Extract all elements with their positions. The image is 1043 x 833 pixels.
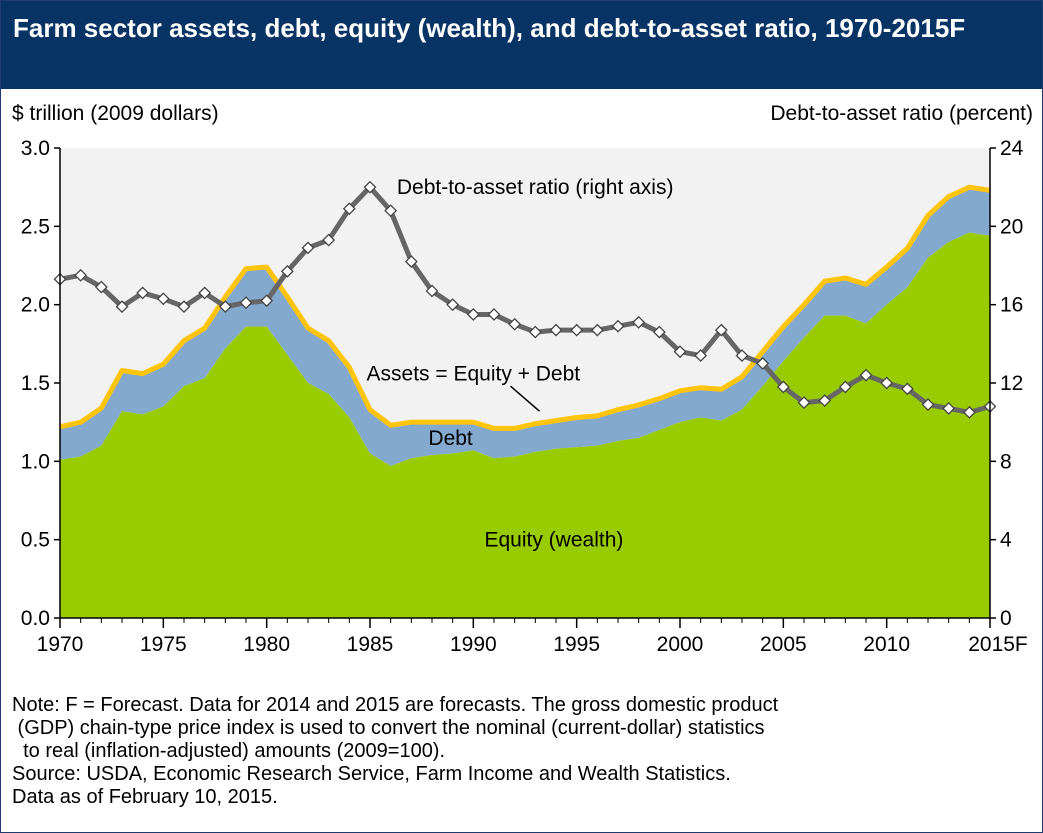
x-tick-label: 2005 bbox=[760, 633, 807, 656]
right-axis-label: Debt-to-asset ratio (percent) bbox=[770, 102, 1033, 125]
note-block: Note: F = Forecast. Data for 2014 and 20… bbox=[12, 694, 1032, 809]
ratio-point bbox=[838, 380, 852, 394]
ratio-annotation: Debt-to-asset ratio (right axis) bbox=[397, 176, 674, 199]
ratio-point bbox=[508, 317, 522, 331]
ratio-point bbox=[301, 241, 315, 255]
ratio-line bbox=[59, 184, 991, 415]
note-line: Note: F = Forecast. Data for 2014 and 20… bbox=[12, 694, 779, 716]
ratio-point bbox=[280, 264, 294, 278]
right-tick-label: 8 bbox=[1000, 450, 1012, 473]
ratio-point bbox=[487, 308, 501, 321]
ratio-point bbox=[756, 356, 770, 370]
ratio-point bbox=[528, 325, 542, 339]
ratio-point bbox=[797, 396, 811, 410]
left-tick-label: 1.5 bbox=[21, 372, 50, 395]
ratio-point bbox=[446, 298, 460, 312]
left-tick-label: 1.0 bbox=[21, 450, 50, 473]
ratio-point bbox=[94, 280, 108, 294]
left-tick-label: 0.0 bbox=[21, 607, 50, 630]
assets-line bbox=[59, 184, 991, 431]
ratio-point bbox=[859, 368, 873, 382]
ratio-point bbox=[652, 325, 666, 339]
ratio-point bbox=[818, 394, 832, 408]
ratio-point bbox=[962, 405, 976, 419]
ratio-point bbox=[921, 398, 935, 411]
ratio-point bbox=[590, 323, 604, 337]
equity-area bbox=[60, 232, 990, 618]
x-tick-label: 1975 bbox=[140, 633, 187, 656]
ratio-point bbox=[115, 300, 129, 314]
debt-area bbox=[60, 187, 990, 467]
title-bar: Farm sector assets, debt, equity (wealth… bbox=[1, 1, 1042, 89]
ratio-point bbox=[260, 294, 274, 308]
right-tick-label: 16 bbox=[1000, 294, 1023, 317]
x-tick-label: 1990 bbox=[450, 633, 497, 656]
ratio-point bbox=[776, 380, 790, 394]
ratio-point bbox=[136, 286, 150, 300]
ratio-point bbox=[942, 402, 956, 415]
ratio-point bbox=[694, 349, 708, 363]
ratio-point bbox=[342, 202, 356, 216]
assets-annotation: Assets = Equity + Debt bbox=[367, 363, 581, 386]
source-line: Source: USDA, Economic Research Service,… bbox=[12, 763, 731, 785]
equity-annotation: Equity (wealth) bbox=[484, 529, 623, 552]
debt-annotation: Debt bbox=[428, 427, 473, 450]
data-date-line: Data as of February 10, 2015. bbox=[12, 786, 278, 808]
ratio-point bbox=[322, 233, 336, 247]
note-line: (GDP) chain-type price index is used to … bbox=[12, 717, 765, 739]
ratio-point bbox=[714, 323, 728, 337]
ratio-point bbox=[735, 349, 749, 363]
assets-leader-line bbox=[510, 385, 540, 412]
x-tick-label: 1970 bbox=[37, 633, 84, 656]
ratio-point bbox=[363, 180, 377, 194]
ratio-point bbox=[218, 300, 232, 314]
ratio-point bbox=[549, 323, 563, 337]
x-tick-label: 1985 bbox=[347, 633, 394, 656]
left-tick-label: 2.5 bbox=[21, 215, 50, 238]
ratio-point bbox=[74, 268, 88, 282]
ratio-point bbox=[673, 345, 687, 359]
x-tick-label: 2010 bbox=[863, 633, 910, 656]
ratio-point bbox=[384, 204, 398, 218]
right-tick-label: 24 bbox=[1000, 137, 1024, 160]
ratio-point bbox=[632, 315, 646, 329]
x-tick-label: 1995 bbox=[553, 633, 600, 656]
ratio-point bbox=[239, 296, 253, 310]
ratio-point bbox=[466, 308, 480, 321]
ratio-point bbox=[425, 284, 439, 298]
right-tick-label: 4 bbox=[1000, 529, 1012, 552]
x-tick-label: 1980 bbox=[243, 633, 290, 656]
chart-title: Farm sector assets, debt, equity (wealth… bbox=[13, 13, 966, 43]
left-tick-label: 2.0 bbox=[21, 294, 50, 317]
ratio-point bbox=[404, 255, 418, 269]
ratio-point bbox=[570, 323, 584, 337]
ratio-point bbox=[156, 292, 170, 306]
ratio-point bbox=[611, 319, 625, 333]
ratio-point bbox=[900, 382, 914, 396]
x-tick-label: 2015F bbox=[968, 633, 1028, 656]
ratio-point bbox=[198, 286, 212, 300]
right-tick-label: 20 bbox=[1000, 215, 1023, 238]
left-tick-label: 0.5 bbox=[21, 529, 50, 552]
right-tick-label: 0 bbox=[1000, 607, 1012, 630]
ratio-point bbox=[880, 376, 894, 390]
note-line: to real (inflation-adjusted) amounts (20… bbox=[12, 740, 446, 762]
ratio-point bbox=[177, 300, 191, 314]
x-tick-label: 2000 bbox=[657, 633, 704, 656]
left-tick-label: 3.0 bbox=[21, 137, 50, 160]
right-tick-label: 12 bbox=[1000, 372, 1023, 395]
left-axis-label: $ trillion (2009 dollars) bbox=[12, 102, 219, 125]
